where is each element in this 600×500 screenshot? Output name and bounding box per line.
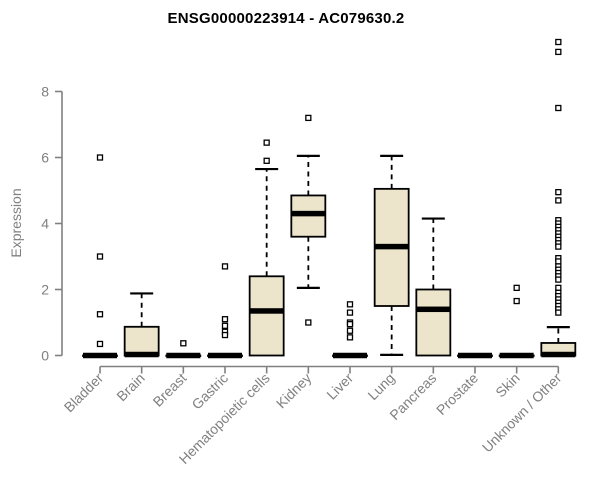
- outlier-point: [221, 322, 229, 329]
- outlier-point: [221, 331, 229, 339]
- x-tick-label-liver: Liver: [323, 370, 356, 403]
- y-tick-label: 0: [41, 347, 49, 363]
- outlier-point: [305, 114, 312, 122]
- outlier-point: [555, 243, 562, 250]
- boxplot-unknown-other: [540, 38, 577, 358]
- median-line: [457, 352, 492, 359]
- median-line: [416, 306, 451, 313]
- boxplot-breast: [165, 340, 202, 359]
- outlier-point: [346, 309, 354, 316]
- median-line: [541, 351, 576, 358]
- outlier-point: [180, 340, 187, 347]
- outlier-point: [555, 188, 562, 196]
- y-tick-label: 6: [41, 149, 49, 165]
- y-axis: 0 2 4 6 8: [41, 83, 63, 363]
- boxplot-lung: [373, 154, 410, 356]
- outlier-point: [221, 263, 229, 270]
- boxplot-hematopoietic-cells: [248, 139, 285, 357]
- chart-title: ENSG00000223914 - AC079630.2: [167, 10, 405, 27]
- outlier-point: [513, 284, 520, 292]
- outlier-point: [346, 327, 354, 334]
- outlier-point: [513, 297, 520, 305]
- outlier-point: [96, 154, 104, 161]
- x-tick-label-brain: Brain: [113, 370, 147, 404]
- boxplot-prostate: [457, 352, 493, 359]
- y-tick-label: 4: [41, 215, 49, 231]
- outlier-point: [346, 320, 354, 328]
- x-tick-label-bladder: Bladder: [61, 370, 107, 416]
- outlier-point: [555, 48, 562, 56]
- outlier-point: [96, 253, 104, 260]
- iqr-box: [123, 325, 160, 357]
- y-tick-label: 2: [41, 281, 49, 297]
- y-tick-label: 8: [41, 83, 49, 99]
- x-tick-label-breast: Breast: [150, 370, 190, 410]
- median-line: [124, 351, 159, 358]
- outlier-point: [346, 301, 354, 308]
- x-tick-label-kidney: Kidney: [273, 370, 315, 412]
- boxplot-skin: [498, 284, 535, 359]
- outlier-point: [555, 284, 562, 292]
- x-tick-label-prostate: Prostate: [433, 370, 481, 418]
- median-line: [249, 308, 284, 314]
- median-line: [291, 210, 326, 217]
- outlier-point: [555, 258, 562, 265]
- x-tick-label-unknown-other: Unknown / Other: [479, 370, 565, 456]
- boxplot-brain: [123, 292, 160, 358]
- boxplot-kidney: [290, 114, 327, 326]
- outlier-point: [555, 197, 562, 204]
- outlier-point: [96, 311, 104, 318]
- boxplot-bladder: [82, 154, 118, 359]
- x-tick-label-skin: Skin: [492, 370, 523, 401]
- iqr-box: [248, 275, 285, 357]
- outlier-point: [346, 334, 354, 341]
- outlier-point: [555, 309, 562, 316]
- outlier-point: [263, 139, 270, 146]
- outlier-point: [96, 340, 104, 348]
- outlier-point: [555, 104, 562, 112]
- boxplot-pancreas: [415, 217, 452, 357]
- x-tick-label-lung: Lung: [364, 370, 397, 403]
- outlier-point: [555, 276, 562, 283]
- median-line: [83, 352, 117, 359]
- median-line: [499, 352, 534, 359]
- outlier-point: [221, 316, 229, 323]
- median-line: [207, 352, 242, 359]
- iqr-box: [415, 288, 452, 357]
- outlier-point: [263, 157, 270, 164]
- median-line: [374, 243, 409, 250]
- boxplot-liver: [332, 301, 368, 359]
- median-line: [332, 352, 367, 359]
- outlier-point: [305, 319, 312, 326]
- boxplot-gastric: [207, 263, 243, 359]
- outlier-point: [555, 38, 562, 46]
- median-line: [166, 352, 201, 359]
